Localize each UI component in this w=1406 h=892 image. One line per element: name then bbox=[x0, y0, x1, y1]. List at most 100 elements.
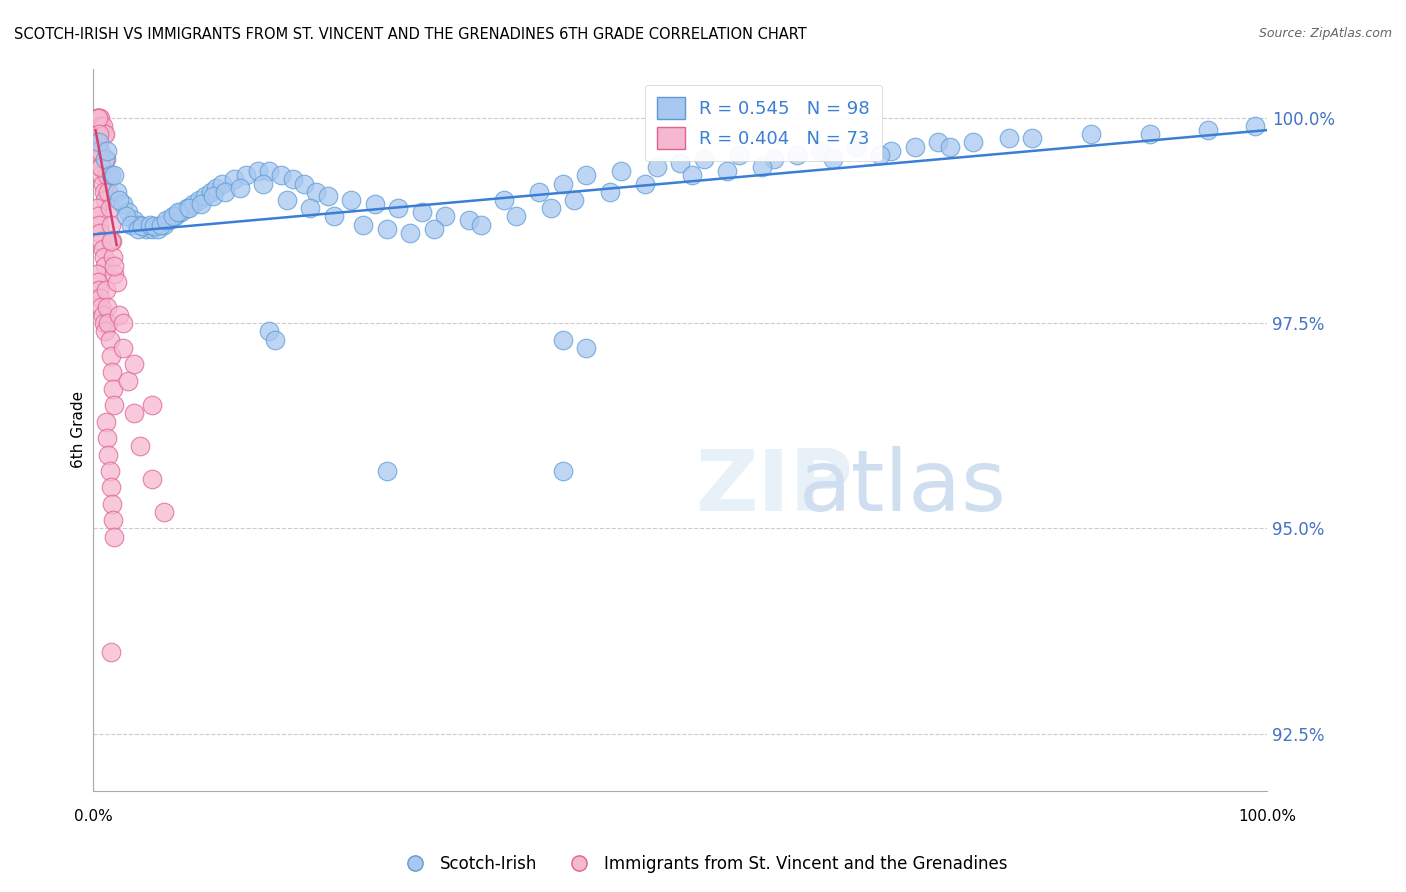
Point bbox=[117, 374, 139, 388]
Point bbox=[246, 164, 269, 178]
Point bbox=[90, 234, 112, 248]
Point bbox=[97, 448, 120, 462]
Point bbox=[200, 185, 222, 199]
Point bbox=[90, 300, 112, 314]
Point bbox=[997, 131, 1019, 145]
Point bbox=[257, 164, 280, 178]
Point bbox=[751, 160, 773, 174]
Point bbox=[108, 193, 131, 207]
Text: ZIP: ZIP bbox=[695, 446, 853, 529]
Point bbox=[122, 357, 145, 371]
Point bbox=[322, 210, 344, 224]
Point bbox=[564, 193, 586, 207]
Point bbox=[87, 136, 110, 150]
Point bbox=[100, 218, 122, 232]
Point bbox=[880, 144, 903, 158]
Point bbox=[94, 415, 117, 429]
Point bbox=[152, 218, 174, 232]
Point bbox=[87, 275, 110, 289]
Point bbox=[101, 366, 124, 380]
Point bbox=[1244, 119, 1267, 133]
Point bbox=[927, 136, 949, 150]
Point bbox=[201, 189, 224, 203]
Point bbox=[103, 530, 125, 544]
Text: 0.0%: 0.0% bbox=[73, 809, 112, 824]
Point bbox=[103, 169, 125, 183]
Point bbox=[257, 324, 280, 338]
Point bbox=[98, 201, 121, 215]
Text: atlas: atlas bbox=[799, 446, 1007, 529]
Point bbox=[387, 201, 409, 215]
Point bbox=[87, 127, 110, 141]
Point bbox=[91, 177, 114, 191]
Point bbox=[276, 193, 298, 207]
Point bbox=[138, 218, 160, 232]
Point bbox=[98, 464, 121, 478]
Point bbox=[103, 267, 125, 281]
Point bbox=[89, 226, 111, 240]
Point bbox=[810, 144, 832, 158]
Point bbox=[575, 341, 598, 355]
Point bbox=[352, 218, 374, 232]
Point bbox=[492, 193, 515, 207]
Point bbox=[264, 333, 287, 347]
Point bbox=[634, 177, 657, 191]
Point bbox=[101, 234, 124, 248]
Point bbox=[645, 160, 668, 174]
Point bbox=[152, 505, 174, 519]
Point bbox=[141, 472, 163, 486]
Point bbox=[89, 160, 111, 174]
Point bbox=[93, 185, 115, 199]
Point bbox=[90, 160, 112, 174]
Point bbox=[94, 152, 117, 166]
Point bbox=[1197, 123, 1219, 137]
Point bbox=[103, 398, 125, 412]
Point bbox=[299, 201, 322, 215]
Point bbox=[540, 201, 562, 215]
Point bbox=[129, 218, 152, 232]
Text: Source: ZipAtlas.com: Source: ZipAtlas.com bbox=[1258, 27, 1392, 40]
Point bbox=[117, 205, 139, 219]
Point bbox=[96, 144, 118, 158]
Point bbox=[457, 213, 479, 227]
Point bbox=[821, 152, 844, 166]
Point bbox=[340, 193, 363, 207]
Point bbox=[93, 251, 115, 265]
Point bbox=[166, 205, 188, 219]
Point bbox=[96, 431, 118, 445]
Text: SCOTCH-IRISH VS IMMIGRANTS FROM ST. VINCENT AND THE GRENADINES 6TH GRADE CORRELA: SCOTCH-IRISH VS IMMIGRANTS FROM ST. VINC… bbox=[14, 27, 807, 42]
Point bbox=[143, 219, 166, 234]
Point bbox=[575, 169, 598, 183]
Point bbox=[1139, 127, 1161, 141]
Point bbox=[96, 169, 118, 183]
Point bbox=[94, 127, 117, 141]
Point bbox=[610, 164, 633, 178]
Legend: Scotch-Irish, Immigrants from St. Vincent and the Grenadines: Scotch-Irish, Immigrants from St. Vincen… bbox=[392, 848, 1014, 880]
Point bbox=[100, 645, 122, 659]
Point bbox=[103, 259, 125, 273]
Point bbox=[86, 111, 108, 125]
Point bbox=[129, 439, 152, 453]
Point bbox=[252, 177, 274, 191]
Point bbox=[411, 205, 433, 219]
Point bbox=[101, 497, 124, 511]
Point bbox=[101, 382, 124, 396]
Point bbox=[762, 152, 785, 166]
Point bbox=[305, 185, 328, 199]
Point bbox=[87, 111, 110, 125]
Legend: R = 0.545   N = 98, R = 0.404   N = 73: R = 0.545 N = 98, R = 0.404 N = 73 bbox=[645, 85, 883, 161]
Point bbox=[135, 221, 157, 235]
Point bbox=[141, 398, 163, 412]
Point bbox=[205, 180, 228, 194]
Point bbox=[229, 180, 252, 194]
Point bbox=[422, 221, 444, 235]
Point bbox=[90, 169, 112, 183]
Point bbox=[105, 185, 128, 199]
Point bbox=[89, 144, 111, 158]
Point bbox=[316, 189, 339, 203]
Point bbox=[599, 185, 621, 199]
Point bbox=[131, 219, 153, 234]
Text: 100.0%: 100.0% bbox=[1237, 809, 1296, 824]
Point bbox=[120, 218, 142, 232]
Point bbox=[786, 147, 808, 161]
